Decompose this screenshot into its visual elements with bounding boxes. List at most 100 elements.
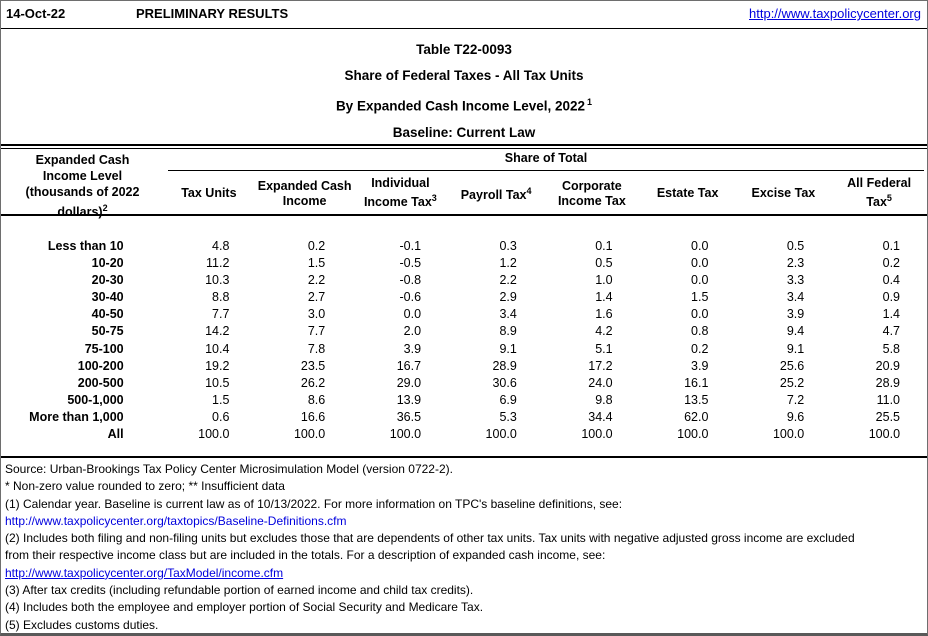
table-cell: 13.9 — [396, 392, 422, 407]
table-cell: 28.9 — [492, 358, 517, 373]
table-cell: 8.6 — [307, 392, 326, 407]
table-cell: 23.5 — [300, 358, 326, 373]
table-cell: 5.1 — [595, 341, 613, 356]
table-cell: 29.0 — [396, 375, 422, 390]
column-header: Tax Units — [161, 173, 257, 214]
table-cell: 2.9 — [499, 290, 517, 305]
table-cell: 19.2 — [205, 358, 230, 373]
header-text-line: Income Tax3 — [363, 193, 437, 210]
table-cell: 36.5 — [396, 409, 422, 424]
table-cell: 7.2 — [786, 392, 805, 407]
table-cell: 0.1 — [595, 239, 613, 253]
table-cell: 2.0 — [403, 324, 422, 339]
header-text-line: All Federal — [847, 176, 912, 191]
table-row: Less than 10 4.8 0.2 -0.1 0.3 0.1 0.0 0.5 0.1 — [1, 238, 927, 255]
table-cell: 62.0 — [684, 409, 709, 424]
row-label: 100-200 — [77, 358, 124, 373]
table-cell: 100.0 — [677, 427, 709, 442]
footnote-line: from their respective income class but a… — [5, 548, 606, 563]
table-cell: 7.7 — [307, 324, 326, 339]
header-text-line: Expanded Cash — [257, 178, 352, 193]
table-cell: 0.0 — [691, 256, 709, 271]
footnote-line: (1) Calendar year. Baseline is current l… — [5, 496, 623, 511]
table-cell: 3.9 — [786, 307, 805, 322]
column-header: Estate Tax — [640, 173, 736, 214]
row-label: 30-40 — [91, 290, 124, 305]
table-cell: 2.7 — [307, 290, 326, 305]
table-cell: 2.3 — [786, 256, 805, 271]
row-label: More than 1,000 — [29, 409, 124, 424]
table-cell: 14.2 — [205, 324, 230, 339]
table-cell: 2.2 — [499, 273, 517, 288]
table-cell: 1.5 — [212, 392, 230, 407]
table-cell: 8.8 — [212, 290, 230, 305]
table-cell: 0.6 — [212, 409, 230, 424]
table-cell: 100.0 — [868, 427, 901, 442]
table-cell: 0.4 — [882, 273, 901, 288]
table-cell: 1.2 — [499, 256, 517, 271]
table-body: Less than 10 4.8 0.2 -0.1 0.3 0.1 0.0 0.5 0.1 10-… — [1, 238, 927, 443]
table-row: More than 1,000 0.6 16.6 36.5 5.3 34.4 62.0 9.6… — [1, 409, 927, 426]
table-row: 50-75 14.2 7.7 2.0 8.9 4.2 0.8 9.4 4.7 — [1, 323, 927, 340]
subtitle-text: By Expanded Cash Income Level, 2022 — [335, 98, 586, 114]
table-cell: 100.0 — [772, 427, 805, 442]
footnote-line: http://www.taxpolicycenter.org/taxtopics… — [5, 513, 925, 530]
row-label: 40-50 — [91, 307, 124, 322]
table-cell: 9.6 — [786, 409, 805, 424]
footnote-link[interactable]: http://www.taxpolicycenter.org/taxtopics… — [5, 513, 347, 528]
top-bar: 14-Oct-22 PRELIMINARY RESULTS http://www… — [1, 1, 927, 29]
row-label: 75-100 — [84, 341, 124, 356]
table-cell: 0.5 — [595, 256, 613, 271]
table-cell: 0.9 — [882, 290, 901, 305]
table-cell: 100.0 — [198, 427, 230, 442]
table-cell: 0.0 — [403, 307, 422, 322]
table-cell: 0.0 — [691, 239, 709, 253]
table-cell: 3.4 — [786, 290, 805, 305]
table-cell: 1.4 — [882, 307, 901, 322]
header-text-line: Estate Tax — [656, 186, 719, 200]
row-label: 50-75 — [91, 324, 124, 339]
table-cell: 1.0 — [595, 273, 613, 288]
header-text-line: Income Tax — [557, 193, 626, 208]
table-cell: 9.1 — [499, 341, 517, 356]
table-cell: -0.8 — [399, 273, 422, 288]
table-row: 40-50 7.7 3.0 0.0 3.4 1.6 0.0 3.9 1.4 — [1, 306, 927, 323]
header-text-line: Payroll Tax4 — [460, 185, 532, 203]
table-cell: 0.0 — [691, 307, 709, 322]
stub-column-header: Expanded Cash Income Level (thousands of 2… — [1, 152, 164, 220]
table-cell: 13.5 — [684, 392, 709, 407]
table-cell: 3.9 — [691, 358, 709, 373]
header-text-line: Expanded Cash — [35, 153, 130, 167]
taxpolicycenter-link[interactable]: http://www.taxpolicycenter.org — [749, 6, 921, 21]
table-cell: 10.3 — [205, 273, 230, 288]
footnote-link[interactable]: http://www.taxpolicycenter.org/TaxModel/… — [5, 565, 284, 580]
table-cell: 1.5 — [307, 256, 326, 271]
table-cell: 11.0 — [876, 392, 901, 407]
footnote-line: http://www.taxpolicycenter.org/TaxModel/… — [5, 565, 925, 582]
table-cell: 100.0 — [485, 427, 517, 442]
header-text-line: dollars)2 — [57, 203, 108, 220]
table-cell: 0.8 — [691, 324, 709, 339]
report-date: 14-Oct-22 — [6, 6, 66, 21]
table-cell: 5.3 — [499, 409, 517, 424]
table-row: 500-1,000 1.5 8.6 13.9 6.9 9.8 13.5 7.2 11.0 — [1, 392, 927, 409]
table-cell: 16.7 — [396, 358, 422, 373]
table-cell: 9.1 — [786, 341, 805, 356]
table-cell: 1.4 — [595, 290, 613, 305]
table-cell: 0.1 — [882, 239, 901, 253]
footnote-line: (5) Excludes customs duties. — [5, 617, 159, 632]
table-subtitle-income-level: By Expanded Cash Income Level, 2022 1 — [1, 89, 927, 120]
table-cell: 1.5 — [691, 290, 709, 305]
table-cell: 0.2 — [882, 256, 901, 271]
table-bottom-border — [1, 456, 927, 458]
preliminary-results-label: PRELIMINARY RESULTS — [136, 6, 289, 21]
header-text-line: Tax Units — [181, 186, 237, 200]
table-cell: 9.8 — [595, 392, 613, 407]
table-cell: 11.2 — [206, 256, 230, 271]
footnote-line: Source: Urban-Brookings Tax Policy Cente… — [5, 462, 453, 476]
header-text-line: Individual — [371, 176, 430, 191]
column-headers: Tax Units Expanded Cash Income Individual In… — [161, 173, 927, 214]
table-top-border — [1, 144, 927, 149]
table-cell: 0.3 — [499, 239, 517, 253]
